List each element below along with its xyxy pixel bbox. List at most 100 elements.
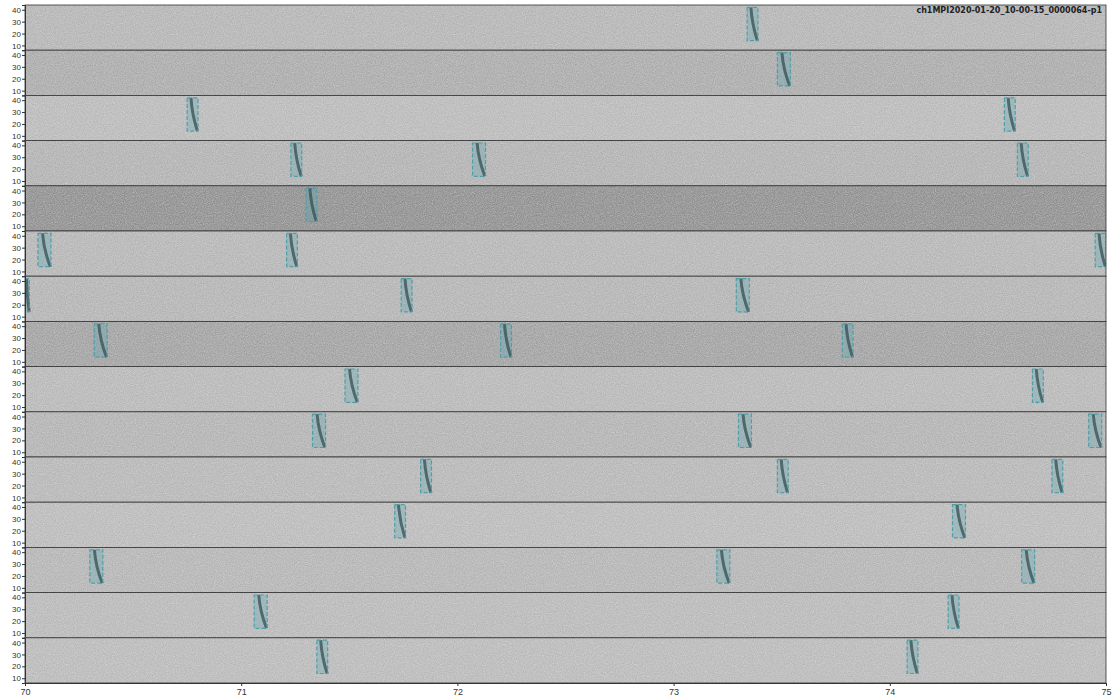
- y-tick: 40: [12, 277, 25, 286]
- y-tick-mark: [22, 202, 25, 203]
- y-tick-label: 40: [12, 232, 21, 241]
- detections: [90, 550, 1035, 583]
- y-axis-line: [22, 503, 26, 548]
- y-tick-label: 30: [12, 334, 21, 343]
- y-tick-label: 40: [12, 187, 21, 196]
- y-tick: 30: [12, 334, 25, 343]
- y-tick: 30: [12, 379, 25, 388]
- detection-box: [1052, 459, 1063, 492]
- detection-box: [1032, 369, 1043, 402]
- y-tick-mark: [22, 531, 25, 532]
- y-tick-mark: [22, 633, 25, 634]
- detections: [187, 98, 1015, 131]
- y-tick: 40: [12, 367, 25, 376]
- detections: [777, 53, 790, 86]
- y-tick-label: 20: [12, 120, 21, 129]
- x-tick-label: 73: [669, 687, 679, 697]
- spectrogram-background: [25, 231, 1106, 276]
- y-tick: 20: [12, 301, 25, 310]
- row: 10203040: [12, 547, 1106, 593]
- y-tick-mark: [22, 326, 25, 327]
- y-tick: 20: [12, 346, 25, 355]
- y-tick-label: 10: [12, 222, 21, 231]
- y-tick-mark: [22, 543, 25, 544]
- y-tick-mark: [22, 564, 25, 565]
- y-tick: 30: [12, 651, 25, 660]
- y-tick-label: 20: [12, 165, 21, 174]
- detection-box: [1022, 550, 1035, 583]
- y-tick: 10: [12, 87, 25, 96]
- row: 10203040: [12, 638, 1106, 684]
- y-tick-label: 10: [12, 313, 21, 322]
- y-tick-mark: [22, 124, 25, 125]
- y-tick-label: 20: [12, 391, 21, 400]
- title: ch1MPI2020-01-20_10-00-15_0000064-p1: [916, 6, 1102, 15]
- y-tick-mark: [22, 112, 25, 113]
- y-tick-label: 30: [12, 560, 21, 569]
- y-tick-mark: [22, 371, 25, 372]
- y-tick-mark: [22, 157, 25, 158]
- y-tick-label: 30: [12, 289, 21, 298]
- detection-box: [317, 640, 328, 673]
- y-tick: 20: [12, 210, 25, 219]
- row-frame: [25, 321, 1106, 366]
- x-tick-label: 72: [453, 687, 463, 697]
- spectrogram-background: [25, 638, 1106, 683]
- row-frame: [25, 276, 1106, 321]
- y-tick: 30: [12, 425, 25, 434]
- y-tick-label: 40: [12, 413, 21, 422]
- y-tick-mark: [22, 474, 25, 475]
- y-tick: 30: [12, 470, 25, 479]
- y-tick-mark: [22, 497, 25, 498]
- y-tick: 10: [12, 132, 25, 141]
- detections: [313, 414, 1102, 447]
- detection-box: [777, 459, 788, 492]
- y-tick-mark: [22, 407, 25, 408]
- y-tick: 10: [12, 403, 25, 412]
- y-tick: 20: [12, 165, 25, 174]
- x-tick: 72: [453, 683, 463, 697]
- spectrogram-noise: [25, 141, 1106, 186]
- spectrogram-background: [25, 5, 1106, 50]
- y-tick: 20: [12, 617, 25, 626]
- y-tick-label: 40: [12, 141, 21, 150]
- spectrogram-noise: [25, 502, 1106, 547]
- row-frame: [25, 593, 1106, 638]
- y-tick: 20: [12, 30, 25, 39]
- y-tick-label: 10: [12, 358, 21, 367]
- row-frame: [25, 547, 1106, 592]
- row: 10203040: [12, 5, 1106, 51]
- y-tick-mark: [22, 678, 25, 679]
- y-tick: 30: [12, 108, 25, 117]
- row-frame: [25, 95, 1106, 140]
- y-tick-mark: [22, 214, 25, 215]
- x-tick: 70: [20, 683, 30, 697]
- y-tick: 30: [12, 18, 25, 27]
- y-tick-mark: [22, 350, 25, 351]
- x-axis: 707172737475: [20, 683, 1111, 697]
- y-tick: 40: [12, 232, 25, 241]
- y-tick: 40: [12, 503, 25, 512]
- y-tick: 10: [12, 584, 25, 593]
- y-axis-line: [22, 367, 26, 412]
- spectrogram-noise: [25, 547, 1106, 592]
- y-axis-line: [22, 322, 26, 367]
- detection-box: [1089, 414, 1102, 447]
- detection-box: [842, 324, 853, 357]
- detection-box: [313, 414, 326, 447]
- y-tick-label: 10: [12, 42, 21, 51]
- y-tick-label: 10: [12, 132, 21, 141]
- y-tick-label: 20: [12, 346, 21, 355]
- y-tick-label: 10: [12, 539, 21, 548]
- y-tick-label: 30: [12, 651, 21, 660]
- y-tick-mark: [22, 45, 25, 46]
- y-tick-mark: [22, 181, 25, 182]
- y-tick-mark: [22, 271, 25, 272]
- x-tick-label: 74: [885, 687, 895, 697]
- detection-box: [401, 279, 412, 312]
- spectrogram-background: [25, 321, 1106, 366]
- y-tick-mark: [22, 248, 25, 249]
- y-tick-label: 30: [12, 605, 21, 614]
- y-axis: 10203040: [12, 548, 25, 593]
- spectrogram-background: [25, 367, 1106, 412]
